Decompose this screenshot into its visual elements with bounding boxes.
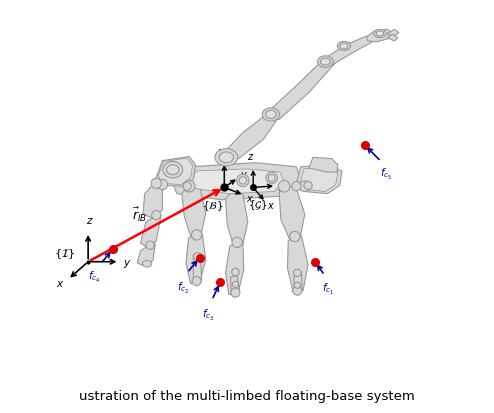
Ellipse shape xyxy=(337,42,351,51)
Polygon shape xyxy=(288,236,308,293)
Polygon shape xyxy=(156,157,196,187)
Text: $\{\mathcal{B}\}$: $\{\mathcal{B}\}$ xyxy=(202,198,223,212)
Ellipse shape xyxy=(192,230,202,240)
Polygon shape xyxy=(309,158,338,173)
Ellipse shape xyxy=(232,237,242,248)
Ellipse shape xyxy=(299,181,310,192)
Text: $\{\mathcal{I}\}$: $\{\mathcal{I}\}$ xyxy=(54,247,75,261)
Ellipse shape xyxy=(340,44,348,50)
Ellipse shape xyxy=(152,211,161,220)
Polygon shape xyxy=(325,37,374,66)
Ellipse shape xyxy=(193,253,202,261)
Ellipse shape xyxy=(321,59,330,66)
Ellipse shape xyxy=(376,32,383,37)
Ellipse shape xyxy=(192,277,201,286)
Polygon shape xyxy=(226,194,248,247)
Text: $y$: $y$ xyxy=(240,170,248,182)
Ellipse shape xyxy=(268,175,275,182)
Polygon shape xyxy=(231,276,240,294)
Ellipse shape xyxy=(237,175,249,187)
Ellipse shape xyxy=(183,181,195,192)
Polygon shape xyxy=(270,59,336,120)
Ellipse shape xyxy=(166,165,179,175)
Polygon shape xyxy=(158,159,193,185)
Text: ustration of the multi-limbed floating-base system: ustration of the multi-limbed floating-b… xyxy=(79,389,415,402)
Text: $z$: $z$ xyxy=(85,215,93,225)
Polygon shape xyxy=(294,272,302,292)
Ellipse shape xyxy=(294,282,300,289)
Text: $x$: $x$ xyxy=(56,278,65,288)
Polygon shape xyxy=(387,30,399,38)
Text: $f_{c_1}$: $f_{c_1}$ xyxy=(323,281,335,297)
Text: $z$: $z$ xyxy=(247,152,255,162)
Text: $y$: $y$ xyxy=(279,180,287,192)
Polygon shape xyxy=(279,187,305,242)
Polygon shape xyxy=(143,185,163,218)
Polygon shape xyxy=(182,187,206,239)
Ellipse shape xyxy=(373,30,386,38)
Polygon shape xyxy=(173,163,301,200)
Ellipse shape xyxy=(292,182,301,191)
Text: $f_{c_5}$: $f_{c_5}$ xyxy=(380,167,393,182)
Ellipse shape xyxy=(304,182,312,190)
Text: $x$: $x$ xyxy=(246,193,254,203)
Polygon shape xyxy=(141,216,161,248)
Text: $\{\mathcal{G}\}$: $\{\mathcal{G}\}$ xyxy=(248,197,268,211)
Ellipse shape xyxy=(278,181,290,192)
Polygon shape xyxy=(226,242,244,295)
Text: $z$: $z$ xyxy=(217,147,225,157)
Text: $f_{c_3}$: $f_{c_3}$ xyxy=(202,307,214,323)
Ellipse shape xyxy=(183,183,191,191)
Polygon shape xyxy=(193,255,202,282)
Ellipse shape xyxy=(266,111,276,119)
Ellipse shape xyxy=(143,261,152,268)
Ellipse shape xyxy=(231,288,240,297)
Ellipse shape xyxy=(262,109,280,122)
Text: $x$: $x$ xyxy=(267,201,275,211)
Ellipse shape xyxy=(318,57,333,68)
Text: $f_{c_4}$: $f_{c_4}$ xyxy=(88,269,101,284)
Polygon shape xyxy=(137,244,156,266)
Ellipse shape xyxy=(219,152,234,163)
Ellipse shape xyxy=(215,149,238,166)
Ellipse shape xyxy=(163,162,183,178)
Ellipse shape xyxy=(293,269,301,277)
Polygon shape xyxy=(186,235,206,284)
Polygon shape xyxy=(367,30,394,43)
Ellipse shape xyxy=(239,177,247,185)
Polygon shape xyxy=(296,165,342,194)
Ellipse shape xyxy=(232,282,239,288)
Ellipse shape xyxy=(157,180,167,190)
Polygon shape xyxy=(387,35,398,42)
Ellipse shape xyxy=(293,286,302,295)
Ellipse shape xyxy=(232,268,239,276)
Ellipse shape xyxy=(289,232,300,242)
Text: $f_{c_2}$: $f_{c_2}$ xyxy=(177,280,189,295)
Ellipse shape xyxy=(266,173,278,184)
Ellipse shape xyxy=(151,179,162,189)
Polygon shape xyxy=(226,113,280,162)
Text: $y$: $y$ xyxy=(123,257,131,269)
Ellipse shape xyxy=(146,242,154,250)
Polygon shape xyxy=(185,169,284,194)
Text: $\vec{r}_{IB}$: $\vec{r}_{IB}$ xyxy=(132,206,147,224)
Polygon shape xyxy=(301,168,338,192)
